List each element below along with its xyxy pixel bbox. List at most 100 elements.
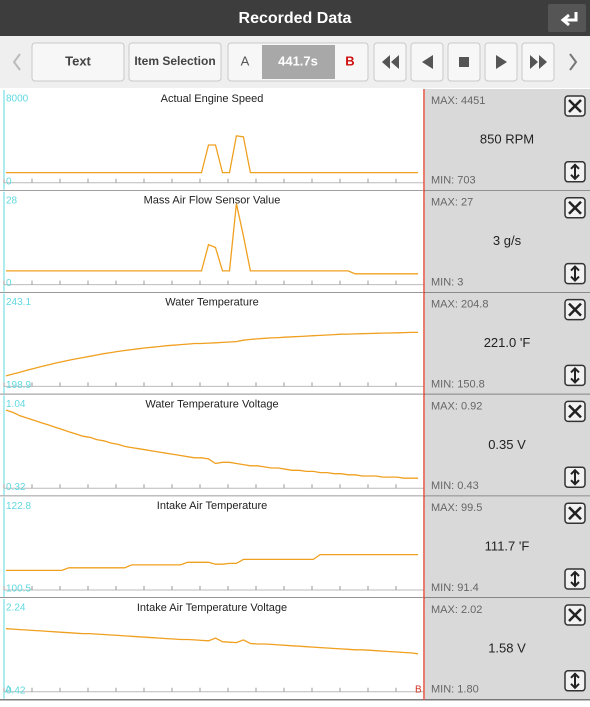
panel-bg <box>0 190 424 293</box>
y-max-label: 243.1 <box>6 297 31 308</box>
resize-icon <box>570 366 580 384</box>
panel-bg <box>0 496 424 598</box>
y-max-label: 1.04 <box>6 399 26 410</box>
y-min-label: 100.5 <box>6 584 31 595</box>
time-range: A 441.7s B <box>227 42 369 82</box>
min-label: MIN: 150.8 <box>431 378 485 390</box>
rewind-button[interactable] <box>373 42 407 82</box>
data-line <box>5 409 418 479</box>
chart-title: Water Temperature Voltage <box>145 398 278 410</box>
min-label: MIN: 91.4 <box>431 582 479 594</box>
min-label: MIN: 0.43 <box>431 480 479 492</box>
resize-icon <box>570 570 580 588</box>
y-max-label: 28 <box>6 195 18 206</box>
chart-title: Intake Air Temperature Voltage <box>137 602 287 614</box>
data-line <box>6 553 418 572</box>
chart-panel: 2.24 0.42 Intake Air Temperature Voltage MA… <box>0 598 590 701</box>
resize-button[interactable] <box>564 466 586 488</box>
current-value: 3 g/s <box>493 233 522 248</box>
play-button[interactable] <box>484 42 518 82</box>
back-button[interactable] <box>548 4 586 32</box>
close-icon <box>568 404 582 419</box>
current-value: 850 RPM <box>480 131 534 146</box>
panel-bg <box>0 394 424 497</box>
text-button[interactable]: Text <box>31 42 125 82</box>
data-line <box>6 203 418 275</box>
panel-bg <box>0 89 424 191</box>
max-label: MAX: 204.8 <box>431 299 488 311</box>
close-button[interactable] <box>564 95 586 117</box>
header-bar <box>0 0 590 36</box>
y-min-label: 0 <box>6 176 12 187</box>
marker-b[interactable]: B <box>345 53 354 68</box>
min-label: MIN: 1.80 <box>431 684 479 696</box>
min-label: MIN: 703 <box>431 175 476 187</box>
resize-icon <box>570 468 580 486</box>
resize-button[interactable] <box>564 262 586 285</box>
close-button[interactable] <box>564 197 586 219</box>
side-panel <box>425 394 590 497</box>
side-panel <box>425 598 590 700</box>
header-title: Recorded Data <box>239 10 352 27</box>
y-min-label: 0 <box>6 278 12 289</box>
chart-panel: 243.1 198.9 Water Temperature MAX: 204.8 221… <box>0 292 590 395</box>
close-icon <box>568 506 582 521</box>
close-button[interactable] <box>564 502 586 524</box>
panel-bg <box>0 598 424 700</box>
chart-panel: 1.04 0.32 Water Temperature Voltage MAX: 0.… <box>0 394 590 497</box>
max-label: MAX: 4451 <box>431 95 485 107</box>
close-button[interactable] <box>564 298 586 321</box>
close-button[interactable] <box>564 604 586 626</box>
scroll-left[interactable] <box>12 53 21 71</box>
marker-b-bottom: B <box>415 684 422 695</box>
max-label: MAX: 27 <box>431 197 473 209</box>
resize-icon <box>570 163 580 181</box>
y-max-label: 8000 <box>6 94 29 105</box>
y-min-label: 0.42 <box>6 685 26 696</box>
min-label: MIN: 3 <box>431 277 463 289</box>
chart-title: Intake Air Temperature <box>157 500 267 512</box>
item-selection-button[interactable]: Item Selection <box>128 42 222 82</box>
current-value: 0.35 V <box>488 437 526 452</box>
close-icon <box>568 99 582 113</box>
chart-panel: 8000 0 Actual Engine Speed MAX: 4451 850 RPM… <box>0 89 590 192</box>
chart-title: Mass Air Flow Sensor Value <box>144 195 281 207</box>
fast-forward-button[interactable] <box>521 42 555 82</box>
close-button[interactable] <box>564 400 586 423</box>
button-label: Text <box>65 53 91 68</box>
resize-icon <box>570 265 580 283</box>
chart-title: Actual Engine Speed <box>161 93 264 105</box>
close-icon <box>568 200 582 215</box>
current-value: 1.58 V <box>488 640 526 655</box>
current-value: 221.0 'F <box>484 335 531 350</box>
prev-button[interactable] <box>410 42 444 82</box>
resize-button[interactable] <box>564 161 586 183</box>
max-label: MAX: 99.5 <box>431 502 482 514</box>
marker-a-bottom: A <box>5 684 12 695</box>
chart-panel: 28 0 Mass Air Flow Sensor Value MAX: 27 3 g/… <box>0 190 590 294</box>
data-line <box>6 135 418 174</box>
resize-button[interactable] <box>564 670 586 692</box>
time-display: 441.7s <box>278 53 318 68</box>
stop-button[interactable] <box>447 42 481 82</box>
resize-icon <box>570 672 580 690</box>
marker-a[interactable]: A <box>241 53 250 68</box>
side-panel <box>425 89 590 191</box>
y-min-label: 198.9 <box>6 380 31 391</box>
side-panel <box>425 190 590 293</box>
close-icon <box>568 608 582 622</box>
current-value: 111.7 'F <box>485 539 530 554</box>
side-panel <box>425 496 590 598</box>
y-max-label: 122.8 <box>6 501 31 512</box>
chart-title: Water Temperature <box>165 297 259 309</box>
resize-button[interactable] <box>564 364 586 387</box>
data-line <box>5 331 418 377</box>
close-icon <box>568 302 582 317</box>
max-label: MAX: 2.02 <box>431 604 482 616</box>
side-panel <box>425 292 590 395</box>
resize-button[interactable] <box>564 568 586 590</box>
max-label: MAX: 0.92 <box>431 400 482 412</box>
scroll-right[interactable] <box>569 53 578 71</box>
